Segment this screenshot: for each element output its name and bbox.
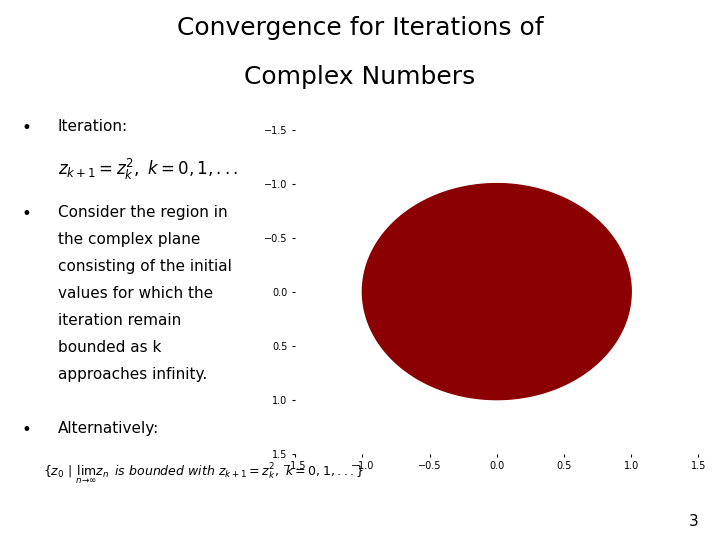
Text: $\{z_0\ |\ \lim_{n \to \infty} z_n\ \mathit{is\ bounded\ with}\ z_{k+1} = z_k^2,: $\{z_0\ |\ \lim_{n \to \infty} z_n\ \mat… bbox=[43, 462, 364, 487]
Text: Consider the region in: Consider the region in bbox=[58, 205, 228, 220]
Text: Complex Numbers: Complex Numbers bbox=[244, 65, 476, 89]
Text: 3: 3 bbox=[688, 514, 698, 529]
Polygon shape bbox=[362, 184, 631, 400]
Text: Iteration:: Iteration: bbox=[58, 119, 127, 134]
Text: •: • bbox=[22, 421, 32, 439]
Text: Convergence for Iterations of: Convergence for Iterations of bbox=[176, 16, 544, 40]
Text: approaches infinity.: approaches infinity. bbox=[58, 367, 207, 382]
Text: •: • bbox=[22, 205, 32, 223]
Text: consisting of the initial: consisting of the initial bbox=[58, 259, 231, 274]
Text: the complex plane: the complex plane bbox=[58, 232, 200, 247]
Text: •: • bbox=[22, 119, 32, 137]
Text: values for which the: values for which the bbox=[58, 286, 212, 301]
Text: $z_{k+1} = z_k^2,\ k = 0,1,...$: $z_{k+1} = z_k^2,\ k = 0,1,...$ bbox=[58, 157, 238, 181]
Text: Alternatively:: Alternatively: bbox=[58, 421, 159, 436]
Text: bounded as k: bounded as k bbox=[58, 340, 161, 355]
Text: iteration remain: iteration remain bbox=[58, 313, 181, 328]
